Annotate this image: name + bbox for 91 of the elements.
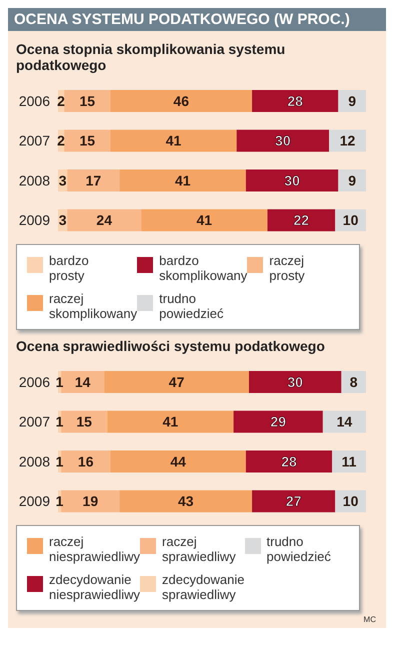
data-label: 1 xyxy=(56,414,64,430)
bar xyxy=(252,490,336,512)
data-label: 14 xyxy=(336,414,352,430)
data-label: 10 xyxy=(342,493,359,510)
data-label: 22 xyxy=(294,212,310,228)
y-tick-label: 2007 xyxy=(18,414,50,430)
y-tick-label: 2007 xyxy=(18,132,50,149)
bar xyxy=(61,450,110,472)
bar xyxy=(236,130,330,152)
data-label: 30 xyxy=(275,132,291,149)
bar xyxy=(104,371,249,393)
bar xyxy=(61,371,104,393)
bar xyxy=(120,490,252,512)
bar xyxy=(67,170,120,192)
bar xyxy=(110,450,246,472)
data-label: 1 xyxy=(56,493,64,510)
bar xyxy=(248,371,342,393)
legend-label: raczej skomplikowany xyxy=(49,291,138,321)
legend-label: trudno powiedzieć xyxy=(266,534,331,564)
data-label: 46 xyxy=(173,92,190,109)
legend-label: bardzo skomplikowany xyxy=(159,253,248,283)
data-label: 12 xyxy=(340,132,356,149)
data-label: 16 xyxy=(78,453,94,470)
data-label: 15 xyxy=(79,92,96,109)
y-tick-label: 2006 xyxy=(18,374,50,390)
bar xyxy=(110,130,237,152)
bar xyxy=(246,170,338,192)
legend-label: raczej niesprawiedliwy xyxy=(49,534,140,564)
data-label: 24 xyxy=(96,212,112,228)
bar xyxy=(322,410,366,433)
data-label: 3 xyxy=(58,172,67,188)
bar xyxy=(329,130,366,152)
legend-label: bardzo prosty xyxy=(49,253,89,283)
legend-label: trudno powiedzieć xyxy=(159,291,224,321)
bar xyxy=(64,130,110,152)
data-label: 10 xyxy=(342,212,359,228)
bar xyxy=(252,90,338,112)
y-tick-label: 2008 xyxy=(18,172,50,188)
data-label: 3 xyxy=(58,212,67,228)
data-label: 2 xyxy=(57,92,66,109)
y-tick-label: 2009 xyxy=(18,493,50,510)
data-label: 15 xyxy=(79,132,96,149)
data-label: 29 xyxy=(270,414,286,430)
data-label: 41 xyxy=(196,212,212,228)
bar xyxy=(267,209,336,232)
legend-label: raczej sprawiedliwy xyxy=(162,534,236,564)
data-label: 19 xyxy=(82,493,98,510)
y-tick-label: 2006 xyxy=(18,92,50,109)
data-label: 9 xyxy=(348,172,356,188)
bar xyxy=(110,90,252,112)
data-label: 30 xyxy=(284,172,300,188)
legend-label: zdecydowanie niesprawiedliwy xyxy=(49,572,140,602)
data-label: 41 xyxy=(166,132,182,149)
data-label: 28 xyxy=(281,453,297,470)
data-label: 44 xyxy=(170,453,186,470)
chart-title: Ocena sprawiedliwości systemu podatkowego xyxy=(15,337,326,356)
bar xyxy=(61,490,120,512)
bar xyxy=(61,410,108,433)
bar xyxy=(141,209,268,232)
data-label: 41 xyxy=(174,172,191,188)
data-label: 17 xyxy=(86,172,102,188)
data-label: 2 xyxy=(57,132,66,149)
data-label: 41 xyxy=(162,414,178,430)
legend-label: zdecydowanie sprawiedliwy xyxy=(162,572,244,602)
data-label: 30 xyxy=(287,374,304,390)
chart-subtitle: Ocena stopnia skomplikowania systemu podatkowego xyxy=(15,40,286,75)
bar xyxy=(332,450,366,472)
text: MC xyxy=(362,614,377,624)
bar xyxy=(246,450,332,472)
data-label: 27 xyxy=(286,493,302,510)
y-tick-label: 2009 xyxy=(18,212,50,228)
chart-title: OCENA SYSTEMU PODATKOWEGO (W PROC.) xyxy=(8,8,386,31)
data-label: 1 xyxy=(56,453,64,470)
bar xyxy=(234,410,323,433)
data-label: 1 xyxy=(56,374,64,390)
data-label: 28 xyxy=(287,92,304,109)
bar xyxy=(338,90,366,112)
data-label: 8 xyxy=(350,374,358,390)
y-tick-label: 2008 xyxy=(18,453,50,470)
data-label: 15 xyxy=(76,414,92,430)
data-label: 9 xyxy=(348,92,356,109)
data-label: 47 xyxy=(168,374,185,390)
bar xyxy=(67,209,142,232)
bar xyxy=(107,410,234,433)
data-label: 11 xyxy=(342,453,357,470)
bar xyxy=(64,90,110,112)
legend-label: raczej prosty xyxy=(269,253,305,283)
bar xyxy=(338,170,366,192)
data-label: 14 xyxy=(74,374,91,390)
data-label: 43 xyxy=(178,493,194,510)
bar xyxy=(120,170,246,192)
